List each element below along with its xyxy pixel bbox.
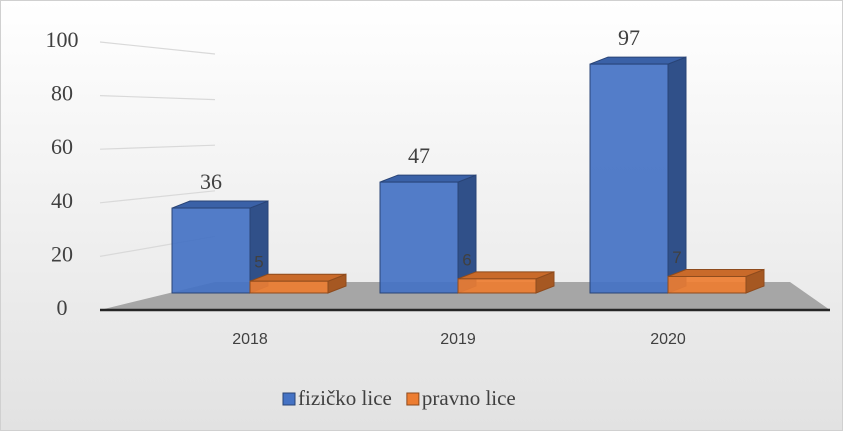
bar-top (589, 56, 687, 65)
bar-front (589, 63, 669, 294)
data-label: 97 (618, 25, 640, 50)
bar (379, 174, 477, 294)
grid-line (99, 144, 216, 150)
y-tick-label: 100 (46, 27, 79, 52)
bar (171, 200, 269, 294)
bar-front (379, 181, 459, 294)
bar-front (667, 275, 747, 294)
bar-top (171, 200, 269, 209)
y-tick-label: 20 (51, 241, 73, 266)
bar (457, 271, 555, 294)
bar (667, 268, 765, 294)
grid-line (99, 95, 216, 101)
x-tick-label: 2020 (650, 331, 686, 348)
data-label: 47 (408, 143, 430, 168)
y-tick-label: 0 (57, 295, 68, 320)
bar-front (249, 280, 329, 294)
grid-line (99, 190, 216, 204)
y-tick-label: 60 (51, 134, 73, 159)
legend-label: fizičko lice (298, 386, 392, 410)
y-tick-label: 40 (51, 188, 73, 213)
bar-top (379, 174, 477, 183)
data-label: 5 (254, 253, 263, 272)
bar (589, 56, 687, 294)
legend-swatch (406, 392, 420, 406)
data-label: 7 (672, 248, 681, 267)
grid-line (99, 41, 216, 55)
legend-label: pravno lice (422, 386, 516, 410)
y-tick-label: 80 (51, 81, 73, 106)
bar-top (457, 271, 555, 280)
bar-top (249, 273, 347, 282)
x-tick-label: 2018 (232, 331, 268, 348)
data-label: 36 (200, 169, 222, 194)
legend-swatch (282, 392, 296, 406)
data-label: 6 (462, 250, 471, 269)
x-tick-label: 2019 (440, 331, 476, 348)
bar (249, 273, 347, 294)
bar-front (457, 278, 537, 294)
bar-top (667, 268, 765, 277)
bar-front (171, 207, 251, 294)
